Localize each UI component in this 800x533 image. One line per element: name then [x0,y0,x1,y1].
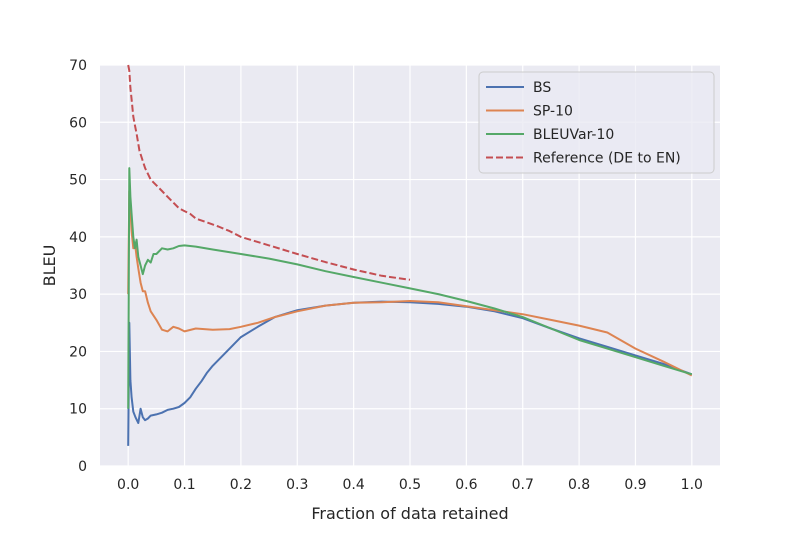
x-tick-label: 1.0 [681,477,703,493]
x-tick-label: 0.2 [230,477,252,493]
y-tick-labels: 0 10 20 30 40 50 60 70 [69,58,87,475]
series-layer [127,64,693,446]
y-tick-label: 50 [69,173,87,189]
y-tick-label: 20 [69,344,87,360]
y-tick-label: 30 [69,287,87,303]
y-tick-label: 70 [69,58,87,74]
legend-label-3: BLEUVar-10 [533,127,614,143]
y-tick-label: 0 [78,459,87,475]
legend-label-4: Reference (DE to EN) [533,151,681,167]
x-tick-label: 0.5 [399,477,421,493]
x-tick-labels: 0.0 0.1 0.2 0.3 0.4 0.5 0.6 0.7 0.8 0.9 1.0 [117,477,703,493]
x-tick-label: 0.1 [173,477,195,493]
x-tick-label: 0.8 [568,477,590,493]
x-axis-label: Fraction of data retained [311,504,508,523]
series-line-4 [127,64,411,281]
x-tick-label: 0.4 [343,477,365,493]
x-tick-label: 0.0 [117,477,139,493]
x-tick-label: 0.6 [455,477,477,493]
x-tick-label: 0.3 [286,477,308,493]
y-tick-label: 10 [69,402,87,418]
x-tick-label: 0.7 [512,477,534,493]
series-line-3 [127,167,693,409]
legend-label-1: BS [533,80,551,96]
y-tick-label: 40 [69,230,87,246]
legend: BS SP-10 BLEUVar-10 Reference (DE to EN) [478,71,715,174]
legend-box [478,71,715,174]
series-line-1 [127,300,693,446]
y-axis-label: BLEU [40,245,59,287]
x-tick-label: 0.9 [624,477,646,493]
legend-label-2: SP-10 [533,104,573,120]
y-tick-label: 60 [69,115,87,131]
